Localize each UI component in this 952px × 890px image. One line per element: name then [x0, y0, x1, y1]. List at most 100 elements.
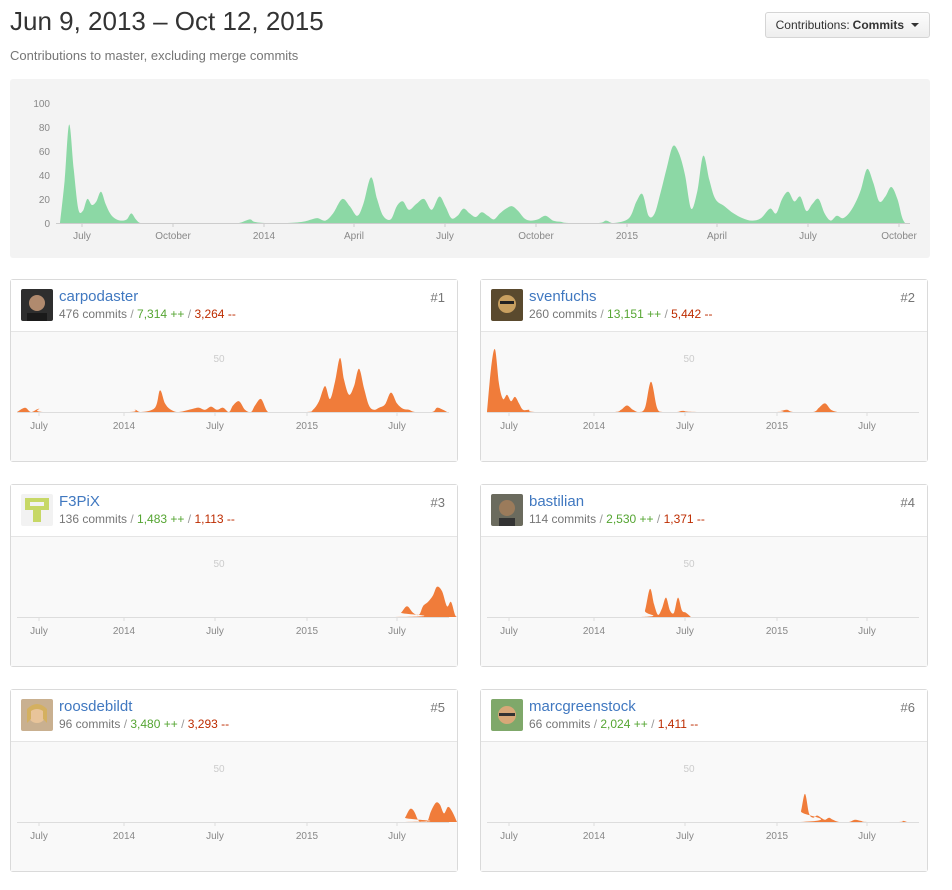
avatar[interactable]	[21, 699, 53, 731]
date-range-title: Jun 9, 2013 – Oct 12, 2015	[10, 6, 324, 36]
contributor-login-link[interactable]: bastilian	[529, 493, 585, 510]
contributor-header: roosdebildt 96 commits / 3,480 ++ / 3,293…	[11, 690, 457, 742]
x-tick-label: July	[500, 421, 518, 432]
contributor-login-link[interactable]: carpodaster	[59, 288, 139, 305]
y-tick-label: 20	[39, 195, 51, 206]
x-tick-label: 2015	[766, 831, 789, 842]
x-tick-label: 2014	[113, 831, 136, 842]
contributor-chart-svg: 50 July 2014 July 2015 July	[17, 354, 449, 432]
deletions-count: 1,113 --	[194, 512, 235, 526]
contributor-chart: 50 July 2014 July 2015 July	[11, 537, 457, 666]
avatar-image	[21, 494, 53, 526]
commit-count: 136 commits	[59, 512, 128, 526]
contributor-commit-area	[17, 802, 457, 823]
contributor-commit-area	[487, 793, 907, 823]
separator: /	[661, 307, 672, 321]
avatar[interactable]	[21, 289, 53, 321]
contributions-select[interactable]: Contributions: Commits	[764, 12, 930, 38]
contributor-card: marcgreenstock 66 commits / 2,024 ++ / 1,…	[480, 689, 928, 872]
subtitle: Contributions to master, excluding merge…	[10, 48, 299, 63]
separator: /	[596, 512, 607, 526]
contributor-card: carpodaster 476 commits / 7,314 ++ / 3,26…	[10, 279, 458, 462]
contributor-login-link[interactable]: F3PiX	[59, 493, 100, 510]
avatar-image	[21, 699, 53, 731]
contributor-login-link[interactable]: roosdebildt	[59, 698, 133, 715]
deletions-count: 5,442 --	[671, 307, 713, 321]
contributor-chart: 50 July 2014 July 2015 July	[481, 537, 927, 666]
contributor-chart-svg: 50 July 2014 July 2015 July	[17, 764, 457, 842]
contributor-commit-area	[17, 357, 447, 413]
x-tick-label: July	[799, 231, 817, 242]
commit-count: 476 commits	[59, 307, 128, 321]
x-tick-label: 2014	[253, 231, 276, 242]
y-tick-label: 50	[683, 354, 695, 365]
contributor-stats: 136 commits / 1,483 ++ / 1,113 --	[59, 512, 235, 526]
x-tick-label: April	[707, 231, 727, 242]
x-tick-label: July	[388, 421, 406, 432]
contributor-chart-svg: 50 July 2014 July 2015 July	[487, 559, 919, 637]
x-tick-label: July	[206, 831, 224, 842]
contributor-stats: 476 commits / 7,314 ++ / 3,264 --	[59, 307, 236, 321]
contributor-header: bastilian 114 commits / 2,530 ++ / 1,371 …	[481, 485, 927, 537]
additions-count: 7,314 ++	[137, 307, 185, 321]
contributor-chart: 50 July 2014 July 2015 July	[481, 332, 927, 461]
avatar[interactable]	[491, 699, 523, 731]
x-tick-label: October	[881, 231, 917, 242]
contributor-rank: #1	[430, 290, 445, 305]
commit-count: 66 commits	[529, 717, 591, 731]
deletions-count: 3,293 --	[187, 717, 230, 731]
y-tick-label: 50	[683, 764, 695, 775]
contributor-stats: 96 commits / 3,480 ++ / 3,293 --	[59, 717, 229, 731]
x-tick-label: 2015	[296, 626, 319, 637]
x-tick-label: July	[858, 831, 876, 842]
separator: /	[653, 512, 664, 526]
avatar[interactable]	[21, 494, 53, 526]
contributor-rank: #4	[900, 495, 915, 510]
contributor-login-link[interactable]: marcgreenstock	[529, 698, 636, 715]
y-tick-label: 80	[39, 123, 51, 134]
contributor-chart: 50 July 2014 July 2015 July	[11, 332, 457, 461]
y-tick-label: 50	[213, 764, 225, 775]
caret-down-icon	[911, 23, 919, 27]
deletions-count: 1,411 --	[657, 717, 699, 731]
avatar[interactable]	[491, 289, 523, 321]
x-tick-label: 2015	[766, 626, 789, 637]
contributor-chart: 50 July 2014 July 2015 July	[11, 742, 457, 871]
contributor-rank: #5	[430, 700, 445, 715]
additions-count: 2,024 ++	[600, 717, 648, 731]
main-commit-area	[60, 124, 905, 224]
x-tick-label: July	[436, 231, 454, 242]
contributor-rank: #6	[900, 700, 915, 715]
x-tick-label: 2014	[583, 831, 606, 842]
commit-count: 96 commits	[59, 717, 121, 731]
main-chart-svg: 0 20 40 60 80 100 July October 2014 April July Octo…	[33, 99, 917, 242]
contributor-commit-area	[17, 586, 457, 618]
avatar[interactable]	[491, 494, 523, 526]
x-tick-label: July	[73, 231, 91, 242]
contributor-header: marcgreenstock 66 commits / 2,024 ++ / 1,…	[481, 690, 927, 742]
x-tick-label: 2014	[113, 421, 136, 432]
contributor-login-link[interactable]: svenfuchs	[529, 288, 597, 305]
contributor-rank: #2	[900, 290, 915, 305]
x-tick-label: July	[206, 626, 224, 637]
select-label: Contributions:	[775, 18, 850, 32]
y-tick-label: 50	[213, 559, 225, 570]
x-tick-label: 2014	[583, 421, 606, 432]
x-tick-label: July	[30, 626, 48, 637]
contributor-card: roosdebildt 96 commits / 3,480 ++ / 3,293…	[10, 689, 458, 872]
contributor-header: carpodaster 476 commits / 7,314 ++ / 3,26…	[11, 280, 457, 332]
additions-count: 13,151 ++	[607, 307, 662, 321]
separator: /	[647, 717, 658, 731]
additions-count: 2,530 ++	[606, 512, 654, 526]
x-tick-label: July	[858, 421, 876, 432]
x-tick-label: July	[500, 626, 518, 637]
additions-count: 3,480 ++	[130, 717, 178, 731]
separator: /	[597, 307, 608, 321]
separator: /	[177, 717, 188, 731]
contributor-commit-area	[487, 349, 837, 413]
header: Jun 9, 2013 – Oct 12, 2015 Contributions…	[10, 6, 932, 66]
x-tick-label: July	[500, 831, 518, 842]
commit-count: 260 commits	[529, 307, 598, 321]
x-tick-label: July	[30, 831, 48, 842]
x-tick-label: July	[206, 421, 224, 432]
